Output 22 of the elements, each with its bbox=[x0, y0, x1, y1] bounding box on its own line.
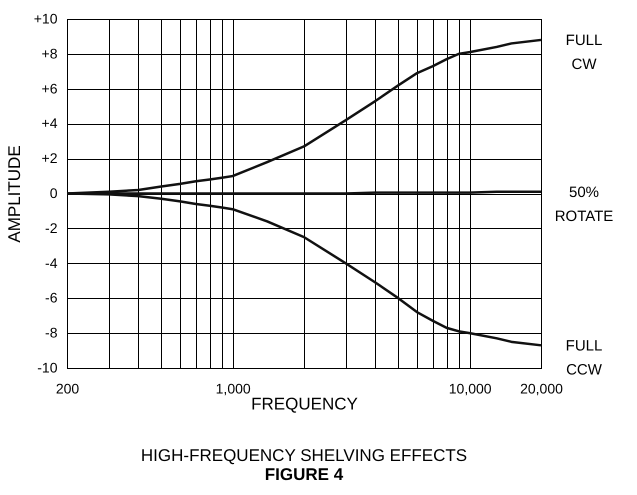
series-label: 50% ROTATE bbox=[554, 184, 614, 225]
y-tick-label: -6 bbox=[45, 290, 58, 306]
x-tick-label: 200 bbox=[56, 380, 80, 396]
y-tick-label: -10 bbox=[37, 360, 58, 376]
x-tick-label: 10,000 bbox=[448, 380, 492, 396]
x-tick-label: 20,000 bbox=[520, 380, 564, 396]
x-tick-label: 1,000 bbox=[216, 380, 251, 396]
y-tick-label: +2 bbox=[42, 150, 58, 166]
series-label: FULL CCW bbox=[566, 337, 603, 378]
y-tick-label: -2 bbox=[45, 220, 58, 236]
y-tick-label: 0 bbox=[50, 185, 58, 201]
y-tick-label: +4 bbox=[42, 115, 58, 132]
y-tick-label: +10 bbox=[34, 10, 58, 26]
y-tick-label: -8 bbox=[45, 324, 58, 341]
y-axis-title: AMPLITUDE bbox=[4, 145, 24, 243]
series-label: FULL CW bbox=[566, 32, 602, 73]
y-tick-label: +6 bbox=[42, 80, 58, 96]
x-axis-title: FREQUENCY bbox=[251, 394, 358, 414]
y-tick-label: -4 bbox=[45, 254, 58, 271]
text: FIGURE 4 bbox=[264, 465, 344, 484]
y-tick-label: +8 bbox=[42, 45, 58, 62]
text: HIGH-FREQUENCY SHELVING EFFECTS bbox=[140, 446, 468, 465]
